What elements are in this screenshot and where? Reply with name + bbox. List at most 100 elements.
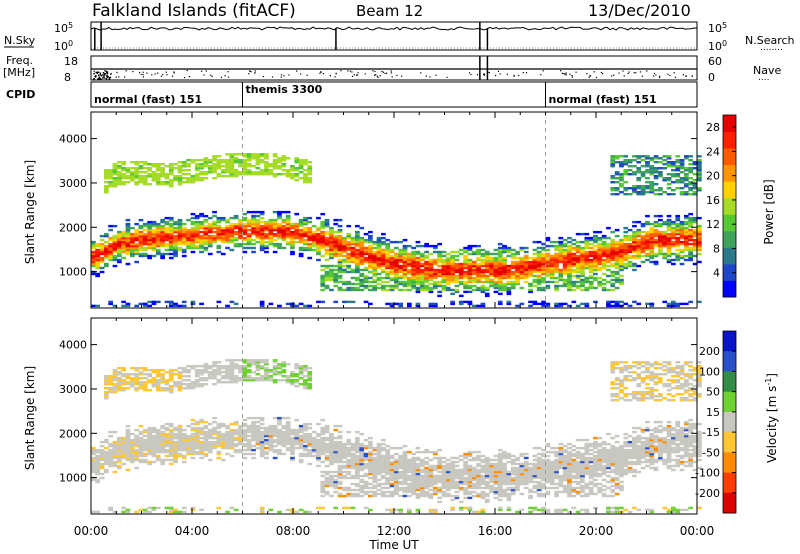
power-cell [688, 167, 693, 170]
velocity-cell [177, 387, 183, 390]
power-cell [662, 222, 668, 226]
velocity-cell [368, 476, 373, 480]
power-cell [316, 252, 321, 256]
velocity-cell [268, 375, 274, 378]
power-cell [311, 244, 317, 248]
power-cell [580, 240, 585, 244]
power-cell [246, 228, 252, 232]
power-cell [415, 266, 421, 270]
velocity-cell [303, 438, 308, 442]
velocity-cell [359, 432, 365, 436]
power-cell [233, 159, 239, 162]
velocity-cell [246, 379, 252, 382]
power-cell [333, 240, 339, 244]
velocity-cell [277, 363, 282, 366]
velocity-cell [389, 466, 395, 470]
velocity-cell [199, 420, 204, 424]
nave-dot [98, 78, 101, 80]
velocity-cell [142, 428, 148, 432]
power-cell [471, 244, 477, 248]
power-cell [203, 248, 209, 252]
power-cell [216, 234, 222, 238]
velocity-cell [199, 371, 204, 374]
nave-dot [390, 72, 392, 74]
power-cell [697, 161, 702, 164]
power-cell [350, 242, 356, 246]
velocity-cell [117, 371, 122, 374]
power-cell [415, 256, 421, 260]
velocity-cell [121, 367, 126, 370]
velocity-cell [285, 434, 291, 438]
power-cell [619, 274, 624, 278]
power-cell [134, 250, 139, 254]
power-cell [246, 240, 252, 244]
power-cell [142, 175, 148, 178]
velocity-cell [363, 472, 369, 476]
velocity-cell [342, 456, 347, 460]
power-cell [623, 266, 629, 270]
velocity-cell [355, 494, 360, 498]
power-cell [554, 280, 559, 284]
velocity-cell [177, 426, 183, 430]
power-cell [203, 240, 209, 244]
power-cell [207, 224, 213, 228]
velocity-cell [272, 381, 278, 384]
power-cell [567, 276, 572, 280]
velocity-cell [112, 454, 118, 458]
velocity-cell [337, 480, 343, 484]
velocity-cell [389, 456, 395, 460]
power-cell [134, 238, 139, 242]
power-cell [138, 236, 144, 240]
velocity-cell [307, 462, 313, 466]
power-cell [467, 276, 473, 280]
velocity-cell [233, 359, 239, 362]
power-cell [389, 256, 395, 260]
power-cell [476, 248, 481, 252]
velocity-cell [385, 482, 390, 486]
power-cell [173, 222, 178, 226]
power-cell [108, 173, 113, 176]
power-cell [593, 258, 598, 262]
power-cell [259, 246, 265, 250]
power-cell [285, 302, 291, 306]
velocity-cell [216, 365, 222, 368]
velocity-cell [134, 428, 139, 432]
velocity-cell [290, 458, 295, 462]
velocity-cell [233, 381, 239, 384]
velocity-cell [104, 391, 109, 394]
power-cell [207, 236, 213, 240]
power-cell [333, 278, 339, 282]
power-cell [614, 262, 620, 266]
power-cell [216, 246, 222, 250]
power-cell [125, 167, 131, 170]
power-cell [277, 224, 282, 228]
power-cell [398, 276, 403, 280]
power-cell [458, 266, 464, 270]
power-cell [398, 288, 403, 292]
velocity-cell [303, 434, 308, 438]
power-cell [640, 187, 646, 190]
power-cell [359, 258, 365, 262]
beam-title: Beam 12 [356, 2, 423, 20]
power-cell [653, 193, 659, 196]
power-cell [402, 238, 408, 242]
power-cell [104, 175, 109, 178]
power-cell [424, 276, 429, 280]
velocity-cell [372, 456, 378, 460]
velocity-cell [104, 468, 109, 472]
power-cell [125, 304, 131, 308]
velocity-cell [298, 428, 304, 432]
velocity-cell [298, 377, 304, 380]
power-cell [108, 224, 113, 228]
velocity-cell [376, 468, 382, 472]
velocity-cell [272, 367, 278, 370]
velocity-cell [298, 434, 304, 438]
velocity-cell [112, 387, 118, 390]
velocity-cell [108, 442, 113, 446]
power-cell [337, 286, 343, 290]
power-cell [584, 250, 590, 254]
power-cell [320, 278, 326, 282]
power-cell [580, 260, 585, 264]
velocity-cell [104, 438, 109, 442]
power-cell [433, 268, 438, 272]
